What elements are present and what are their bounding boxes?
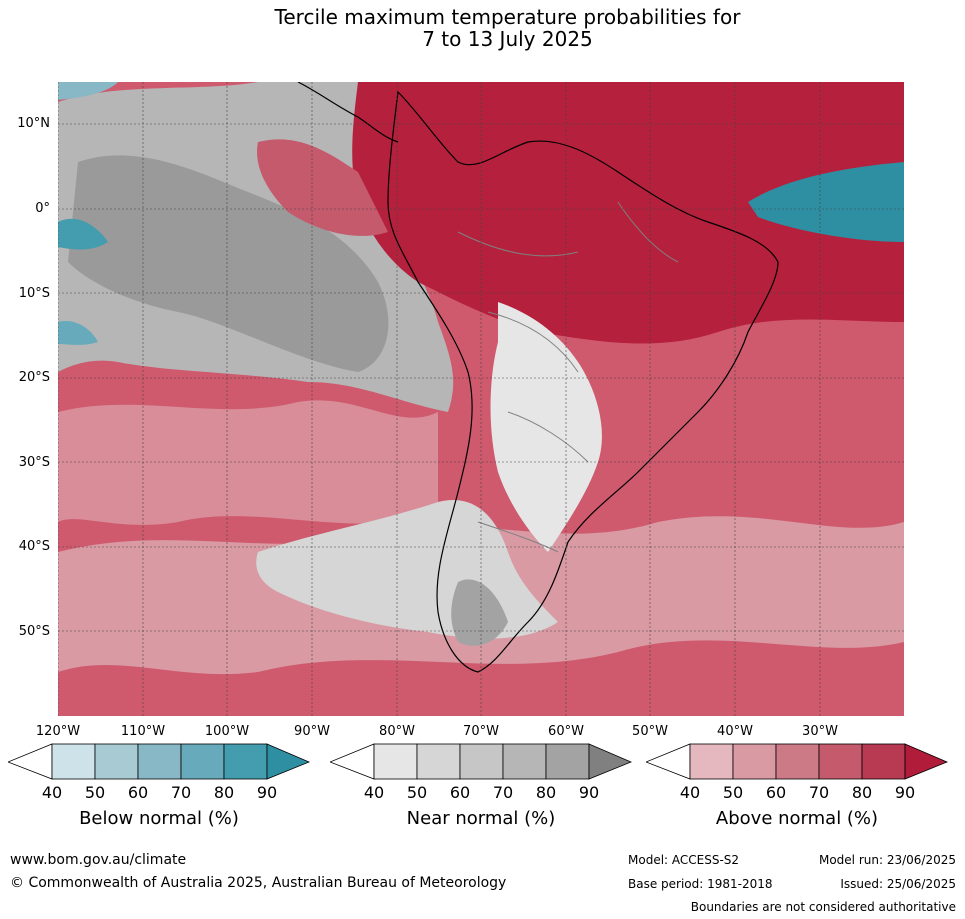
- footer-copyright: © Commonwealth of Australia 2025, Austra…: [10, 875, 507, 891]
- legend-below-bin-70: [137, 743, 182, 780]
- legend-below-right-arrow: [266, 743, 311, 780]
- lon-label-30w: 30°W: [802, 724, 838, 739]
- legend-above-right-arrow: [904, 743, 949, 780]
- legend-near-tick-40: 40: [363, 783, 385, 802]
- legend-near-bin-50: [373, 743, 418, 780]
- legend-near-tick-70: 70: [492, 783, 514, 802]
- footer-website: www.bom.gov.au/climate: [10, 852, 187, 868]
- legend-above-tick-50: 50: [722, 783, 744, 802]
- legend-above-bin-90: [861, 743, 906, 780]
- lat-label-20s: 20°S: [18, 370, 50, 385]
- near-normal-pacific-dark: [68, 155, 389, 372]
- legend-near-tick-90: 90: [578, 783, 600, 802]
- legend-above-bin-70: [775, 743, 820, 780]
- legend-below-tick-70: 70: [170, 783, 192, 802]
- title-line-1: Tercile maximum temperature probabilitie…: [274, 5, 741, 29]
- country-borders: [457, 201, 679, 553]
- legend-below-bin-50: [51, 743, 96, 780]
- lon-label-70w: 70°W: [463, 724, 499, 739]
- lon-label-60w: 60°W: [548, 724, 584, 739]
- footer-issued: Issued: 25/06/2025: [840, 877, 956, 891]
- legend-near-bin-80: [502, 743, 547, 780]
- south-america-coastline: [387, 90, 779, 673]
- lon-label-40w: 40°W: [717, 724, 753, 739]
- legend-below-bin-90: [223, 743, 268, 780]
- legend-above-bin-50: [689, 743, 734, 780]
- legend-near-normal: [328, 743, 633, 785]
- legend-above-bin-60: [732, 743, 777, 780]
- lat-label-30s: 30°S: [18, 455, 50, 470]
- legend-above-tick-60: 60: [765, 783, 787, 802]
- lon-label-80w: 80°W: [379, 724, 415, 739]
- legend-near-bin-60: [416, 743, 461, 780]
- legend-below-bin-60: [94, 743, 139, 780]
- legend-above-left-arrow: [644, 743, 691, 780]
- legend-near-tick-50: 50: [406, 783, 428, 802]
- legend-above-tick-70: 70: [808, 783, 830, 802]
- legend-above-tick-40: 40: [679, 783, 701, 802]
- lat-label-40s: 40°S: [18, 539, 50, 554]
- above-normal-north: [352, 82, 904, 344]
- legend-above-tick-80: 80: [851, 783, 873, 802]
- footer-model: Model: ACCESS-S2: [628, 853, 740, 867]
- legend-below-left-arrow: [6, 743, 53, 780]
- legend-above-title: Above normal (%): [715, 808, 879, 829]
- legend-below-title: Below normal (%): [79, 808, 239, 829]
- legend-above-tick-90: 90: [894, 783, 916, 802]
- footer-disclaimer: Boundaries are not considered authoritat…: [690, 900, 956, 914]
- lon-label-110w: 110°W: [120, 724, 166, 739]
- lon-label-120w: 120°W: [35, 724, 81, 739]
- legend-below-normal: [6, 743, 311, 785]
- legend-near-tick-60: 60: [449, 783, 471, 802]
- footer-model-run: Model run: 23/06/2025: [818, 853, 956, 867]
- lat-label-0: 0°: [35, 201, 50, 216]
- lat-label-50s: 50°S: [18, 624, 50, 639]
- below-normal-pacific-b: [58, 321, 98, 345]
- legend-near-bin-70: [459, 743, 504, 780]
- below-normal-pacific-a: [58, 218, 108, 250]
- near-normal-interior: [490, 302, 602, 552]
- legend-above-normal: [644, 743, 949, 785]
- legend-below-tick-60: 60: [127, 783, 149, 802]
- lon-label-50w: 50°W: [632, 724, 668, 739]
- legend-near-right-arrow: [588, 743, 633, 780]
- central-america-coastline: [297, 82, 399, 143]
- lon-label-100w: 100°W: [204, 724, 250, 739]
- south-pacific-light: [58, 400, 438, 525]
- legend-below-tick-90: 90: [256, 783, 278, 802]
- below-normal-pacific-c: [58, 82, 118, 100]
- legend-near-tick-80: 80: [535, 783, 557, 802]
- below-normal-atlantic: [748, 162, 904, 242]
- legend-below-bin-80: [180, 743, 225, 780]
- graticule: [58, 82, 904, 716]
- lat-label-10s: 10°S: [18, 286, 50, 301]
- near-normal-patagonia: [451, 579, 508, 646]
- title-line-2: 7 to 13 July 2025: [422, 27, 593, 51]
- chart-title: Tercile maximum temperature probabilitie…: [0, 6, 965, 50]
- legend-above-bin-80: [818, 743, 863, 780]
- footer-base-period: Base period: 1981-2018: [628, 877, 773, 891]
- lat-label-10n: 10°N: [17, 116, 50, 131]
- legend-below-tick-50: 50: [84, 783, 106, 802]
- legend-near-title: Near normal (%): [406, 808, 556, 829]
- above-normal-west-pacific: [257, 139, 388, 236]
- legend-below-tick-40: 40: [41, 783, 63, 802]
- forecast-map: [58, 82, 904, 716]
- legend-near-left-arrow: [328, 743, 375, 780]
- lon-label-90w: 90°W: [294, 724, 330, 739]
- legend-near-bin-90: [545, 743, 590, 780]
- legend-below-tick-80: 80: [213, 783, 235, 802]
